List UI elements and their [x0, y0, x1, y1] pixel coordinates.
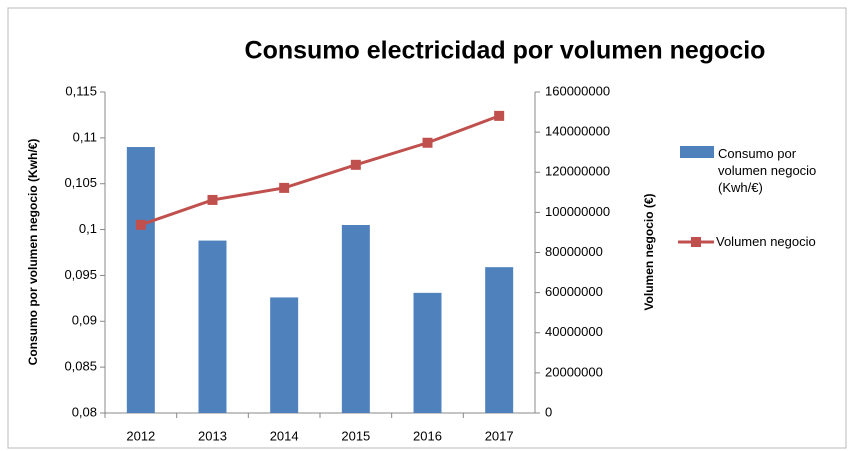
x-tick-label: 2017 — [485, 428, 514, 443]
y2-tick-label: 100000000 — [545, 204, 610, 219]
y-axis-title: Consumo por volumen negocio (Kwh/€) — [26, 139, 40, 366]
y-tick-label: 0,085 — [64, 359, 97, 374]
bar — [341, 224, 370, 413]
y-tick-label: 0,1 — [79, 221, 97, 236]
line-marker — [422, 137, 433, 148]
chart-title: Consumo electricidad por volumen negocio — [245, 37, 766, 65]
bar — [485, 267, 514, 413]
bar — [126, 147, 155, 413]
line-marker — [279, 182, 290, 193]
legend-label: Volumen negocio — [716, 234, 816, 249]
line-marker — [135, 219, 146, 230]
x-tick-label: 2015 — [341, 428, 370, 443]
bar — [198, 240, 227, 413]
y2-tick-label: 80000000 — [545, 244, 603, 259]
y2-tick-label: 140000000 — [545, 124, 610, 139]
bar — [413, 292, 442, 413]
y-tick-label: 0,08 — [72, 404, 97, 419]
y2-tick-label: 160000000 — [545, 83, 610, 98]
y2-tick-label: 40000000 — [545, 324, 603, 339]
legend-label: Consumo por volumen negocio (Kwh/€) — [718, 146, 817, 195]
legend-swatch — [680, 146, 714, 158]
x-tick-label: 2016 — [413, 428, 442, 443]
y-tick-label: 0,11 — [73, 129, 97, 144]
x-tick-label: 2012 — [126, 428, 155, 443]
x-tick-label: 2014 — [270, 428, 299, 443]
y2-tick-label: 120000000 — [545, 164, 610, 179]
y-tick-label: 0,105 — [64, 175, 97, 190]
y2-tick-label: 20000000 — [545, 364, 603, 379]
y-tick-label: 0,095 — [64, 267, 97, 282]
y2-tick-label: 0 — [545, 404, 552, 419]
legend-swatch — [691, 237, 701, 247]
line-marker — [494, 110, 505, 121]
bar — [270, 297, 299, 413]
y-tick-label: 0,09 — [72, 313, 97, 328]
y-tick-label: 0,115 — [65, 83, 97, 98]
x-tick-label: 2013 — [198, 428, 227, 443]
line-marker — [207, 194, 218, 205]
line — [140, 114, 500, 227]
line-marker — [350, 159, 361, 170]
y2-tick-label: 60000000 — [545, 284, 603, 299]
y2-axis-title: Volumen negocio (€) — [642, 193, 656, 310]
